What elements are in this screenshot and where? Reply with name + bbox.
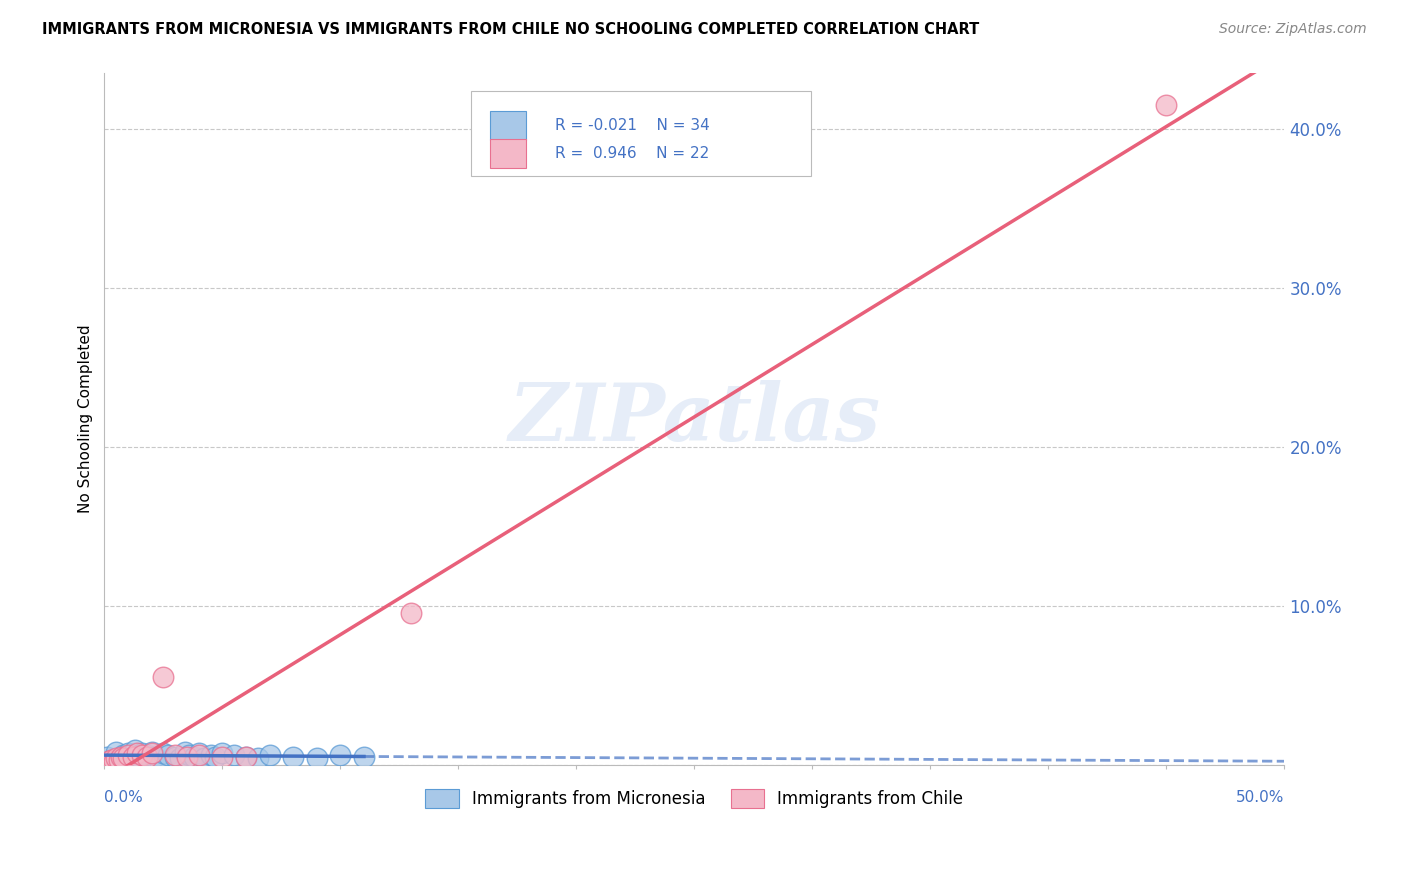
Bar (491, 139, 526, 168)
Point (100, 753, 122, 767)
Point (305, 751, 328, 765)
Text: 50.0%: 50.0% (1236, 789, 1285, 805)
Point (107, 753, 129, 767)
Point (200, 747, 222, 762)
Text: IMMIGRANTS FROM MICRONESIA VS IMMIGRANTS FROM CHILE NO SCHOOLING COMPLETED CORRE: IMMIGRANTS FROM MICRONESIA VS IMMIGRANTS… (42, 22, 980, 37)
Point (187, 747, 209, 761)
Point (110, 749, 132, 764)
Text: ZIPatlas: ZIPatlas (509, 380, 880, 458)
Point (135, 749, 157, 764)
Text: 0.0%: 0.0% (104, 789, 143, 805)
Point (131, 747, 153, 761)
Point (98, 755, 121, 769)
Point (399, 607, 422, 621)
Point (117, 747, 139, 762)
Point (173, 745, 195, 759)
Point (148, 753, 170, 767)
Point (165, 747, 187, 762)
Y-axis label: No Schooling Completed: No Schooling Completed (79, 325, 93, 513)
Point (121, 749, 143, 764)
Point (124, 743, 146, 757)
Point (211, 749, 233, 764)
Point (353, 749, 375, 764)
Point (179, 747, 201, 762)
Point (183, 749, 205, 764)
Point (100, 753, 122, 767)
Point (165, 749, 187, 764)
Point (157, 747, 180, 762)
Point (246, 751, 269, 765)
Point (131, 747, 153, 762)
Point (103, 755, 125, 769)
Point (141, 745, 163, 759)
Point (224, 747, 246, 762)
Point (121, 749, 143, 764)
FancyBboxPatch shape (471, 91, 811, 176)
Point (204, 749, 226, 764)
Point (112, 751, 135, 765)
Point (283, 749, 305, 764)
Point (96, 749, 118, 764)
Point (105, 745, 128, 759)
Point (141, 747, 163, 761)
Point (117, 747, 139, 761)
Point (176, 749, 198, 764)
Point (193, 751, 215, 765)
Point (152, 747, 174, 761)
Point (152, 670, 174, 684)
Point (1156, 97, 1178, 112)
Point (211, 747, 233, 761)
Point (96, 756, 118, 770)
Point (235, 749, 257, 764)
Point (112, 747, 135, 762)
Point (105, 751, 128, 765)
Text: Source: ZipAtlas.com: Source: ZipAtlas.com (1219, 22, 1367, 37)
Point (135, 747, 157, 762)
Point (128, 751, 150, 765)
Text: R =  0.946    N = 22: R = 0.946 N = 22 (555, 146, 710, 161)
Point (169, 751, 191, 765)
Point (235, 749, 257, 764)
Point (142, 749, 165, 764)
Point (127, 747, 149, 761)
Legend: Immigrants from Micronesia, Immigrants from Chile: Immigrants from Micronesia, Immigrants f… (419, 782, 970, 815)
Point (110, 751, 132, 765)
Point (329, 747, 352, 762)
Point (259, 747, 281, 762)
Text: R = -0.021    N = 34: R = -0.021 N = 34 (555, 118, 710, 133)
Point (187, 747, 209, 762)
Bar (491, 111, 526, 140)
